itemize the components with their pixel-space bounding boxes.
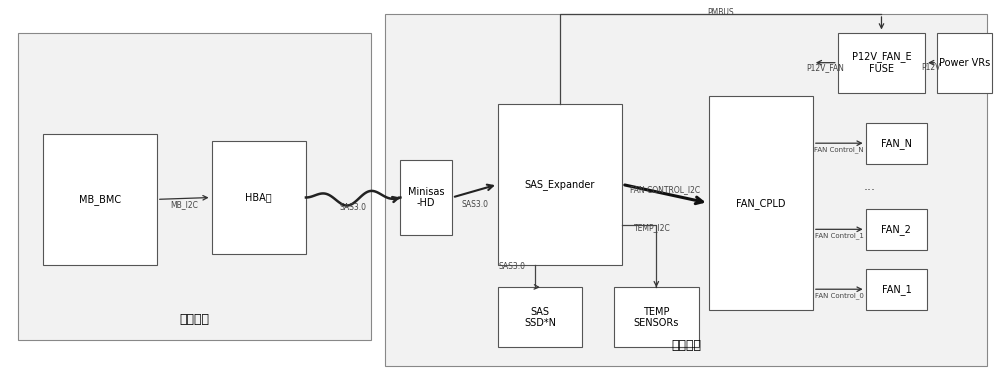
Text: MB_BMC: MB_BMC — [79, 194, 121, 205]
Bar — [400, 160, 452, 235]
Text: ...: ... — [864, 180, 876, 193]
Bar — [709, 97, 813, 310]
Text: P12V_FAN_E
FUSE: P12V_FAN_E FUSE — [852, 51, 911, 74]
Text: P12V: P12V — [921, 63, 941, 72]
Bar — [614, 287, 699, 347]
Text: FAN_2: FAN_2 — [881, 224, 911, 235]
Text: FAN_N: FAN_N — [881, 138, 912, 149]
Text: SAS3.0: SAS3.0 — [461, 200, 488, 209]
Text: 计算节点: 计算节点 — [179, 313, 209, 326]
Bar — [866, 123, 927, 164]
Text: Minisas
-HD: Minisas -HD — [408, 187, 444, 208]
Text: HBA卡: HBA卡 — [245, 193, 272, 203]
Bar — [937, 33, 992, 93]
Text: MB_I2C: MB_I2C — [170, 200, 198, 209]
Text: SAS
SSD*N: SAS SSD*N — [524, 307, 556, 328]
Bar — [498, 287, 582, 347]
Text: 存储节点: 存储节点 — [671, 339, 701, 352]
Text: PMBUS: PMBUS — [707, 8, 734, 17]
Text: SAS_Expander: SAS_Expander — [525, 179, 595, 190]
Bar — [212, 141, 306, 254]
Bar — [838, 33, 925, 93]
Text: P12V_FAN: P12V_FAN — [806, 63, 844, 72]
Bar — [43, 134, 157, 265]
Text: SAS3.0: SAS3.0 — [498, 261, 525, 271]
Text: TEMP
SENSORs: TEMP SENSORs — [634, 307, 679, 328]
Bar — [866, 209, 927, 250]
Bar — [18, 33, 371, 340]
Text: FAN Control_1: FAN Control_1 — [815, 232, 864, 239]
Bar — [385, 14, 987, 366]
Bar — [498, 104, 622, 265]
Text: FAN_CPLD: FAN_CPLD — [736, 198, 785, 209]
Text: FAN Control_N: FAN Control_N — [814, 146, 864, 152]
Text: FAN CONTROL_I2C: FAN CONTROL_I2C — [630, 185, 700, 194]
Bar — [866, 269, 927, 310]
Text: TEMP_I2C: TEMP_I2C — [633, 223, 670, 232]
Text: FAN Control_0: FAN Control_0 — [815, 292, 864, 299]
Text: FAN_1: FAN_1 — [882, 284, 911, 294]
Text: Power VRs: Power VRs — [939, 58, 990, 68]
Text: SAS3.0: SAS3.0 — [340, 203, 367, 212]
